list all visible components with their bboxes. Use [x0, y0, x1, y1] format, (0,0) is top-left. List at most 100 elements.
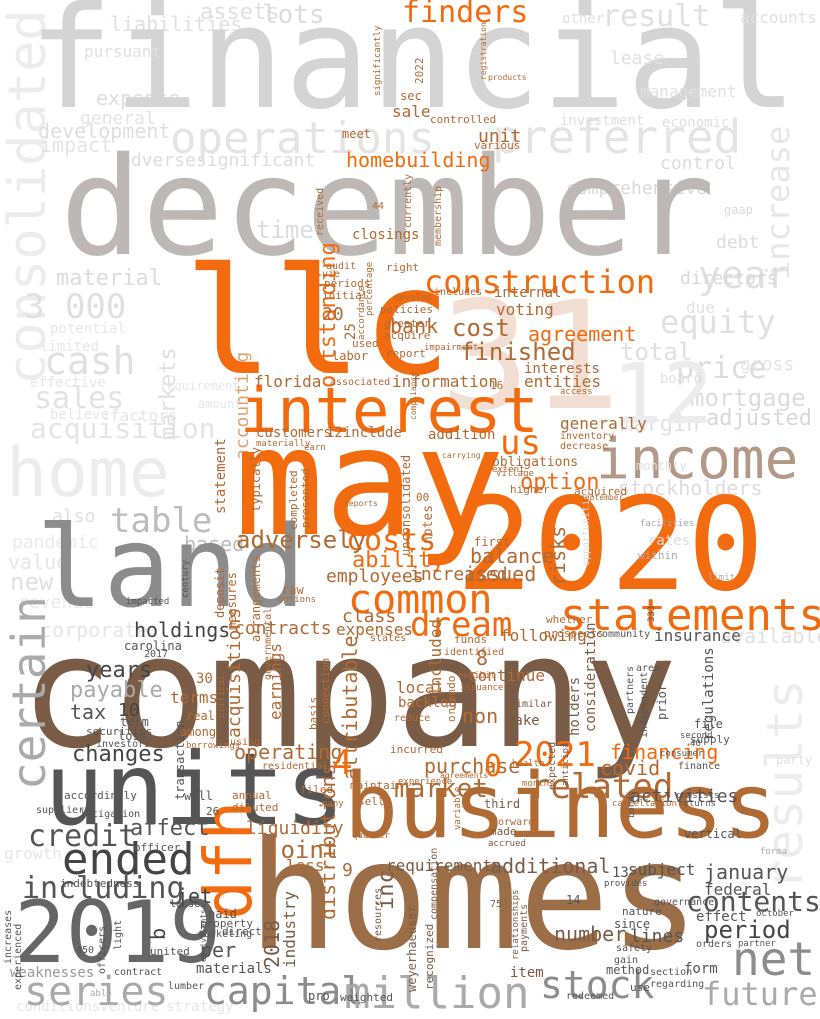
- word-operations: operations: [170, 113, 435, 164]
- word-8: 8: [476, 646, 489, 670]
- word-market: market: [394, 774, 488, 804]
- word-expected: expected: [547, 741, 558, 790]
- word-table: table: [110, 501, 213, 541]
- word-file: file: [694, 717, 723, 731]
- word-finished: finished: [460, 338, 576, 366]
- word-stockholders: stockholders: [618, 476, 763, 500]
- word-cash: cash: [44, 339, 136, 383]
- word-continue: continue: [468, 666, 546, 685]
- word-333: 333: [647, 605, 657, 622]
- word-section: section: [650, 967, 693, 978]
- word-directors: directors: [680, 268, 778, 289]
- word-75: 75: [490, 899, 503, 910]
- word-terms: terms: [170, 688, 219, 707]
- word-forma: forma: [760, 847, 788, 857]
- word-44: 44: [372, 201, 385, 212]
- word-class: class: [342, 606, 397, 627]
- word-forward: forward: [492, 817, 535, 828]
- word-gaap: gaap: [724, 203, 753, 217]
- word-leases: leases: [170, 899, 207, 910]
- word-meet: meet: [342, 127, 371, 141]
- word-based: based: [184, 532, 245, 556]
- word-covid: covid: [600, 756, 661, 780]
- word-dream: dream: [410, 605, 513, 645]
- word-prospects: prospects: [544, 627, 604, 640]
- word-decrease: decrease: [560, 441, 609, 452]
- word-4: 4: [332, 743, 353, 783]
- word-less: less: [286, 856, 325, 875]
- word-higher: higher: [510, 483, 550, 496]
- word-internal: internal: [494, 285, 562, 301]
- word-pursuant: pursuant: [84, 42, 162, 61]
- word-completed: completed: [287, 470, 300, 530]
- word-sale: sale: [392, 102, 431, 121]
- word-statements: statements: [560, 590, 820, 641]
- word-also: also: [52, 506, 96, 527]
- word-new: new: [10, 568, 54, 596]
- word-effective: effective: [30, 375, 106, 391]
- word-million: million: [344, 968, 530, 1019]
- word-payable: payable: [70, 678, 163, 703]
- word-among: among: [180, 725, 217, 739]
- word-believe: believe: [50, 407, 110, 423]
- word-mortgage: mortgage: [690, 384, 806, 412]
- word-strategy: strategy: [166, 999, 234, 1015]
- word-business: business: [344, 754, 778, 859]
- word-indebtedness: indebtedness: [60, 877, 140, 890]
- word-operating: operating: [234, 740, 343, 764]
- word-carolina: carolina: [124, 639, 182, 653]
- word-borrowings: borrowings: [186, 741, 241, 751]
- word-december: december: [60, 129, 716, 287]
- word-additional: additional: [490, 854, 611, 878]
- word-weyerhaeuser: weyerhaeuser: [405, 905, 419, 992]
- word-method: method: [606, 963, 650, 977]
- word-interest: interest: [240, 374, 539, 447]
- word-right: right: [386, 261, 420, 274]
- word-financing: financing: [610, 740, 719, 764]
- word-voting: voting: [496, 300, 554, 319]
- word-stock: stock: [540, 963, 655, 1007]
- word-issuance: issuance: [460, 683, 504, 693]
- word-maintain: maintain: [350, 779, 403, 792]
- word-control: control: [660, 153, 736, 174]
- word-exhibit: exhibit: [458, 671, 496, 681]
- word-increased: increased: [410, 564, 508, 585]
- word-factors: factors: [110, 406, 178, 425]
- word-securities: securities: [86, 725, 153, 738]
- word-13: 13: [612, 865, 629, 881]
- word-united: united: [150, 945, 190, 958]
- word-backlog: backlog: [398, 695, 458, 711]
- word-item: item: [510, 965, 544, 981]
- word-board: board: [660, 371, 703, 387]
- word-unit: unit: [478, 126, 522, 147]
- word-value: value: [8, 550, 69, 574]
- word-significantly: significantly: [373, 25, 383, 96]
- word-other: other: [562, 11, 605, 27]
- word-vie: vie: [322, 269, 341, 280]
- word-term: term: [120, 715, 149, 729]
- word-monthly: monthly: [636, 459, 687, 473]
- word-risks: risks: [546, 525, 570, 586]
- word-30: 30: [196, 671, 213, 687]
- word-months: months: [522, 779, 555, 789]
- word-may: may: [234, 396, 505, 570]
- word-suppliers: suppliers: [36, 805, 91, 816]
- word-ended: ended: [62, 834, 195, 885]
- word-weighted: weighted: [340, 991, 393, 1004]
- word-labor: labor: [332, 349, 369, 363]
- word-incurred: incurred: [390, 743, 443, 756]
- word-company: company: [20, 601, 678, 783]
- word-form: form: [684, 961, 718, 977]
- word-redeemed: redeemed: [566, 991, 615, 1002]
- word-community: community: [596, 629, 651, 640]
- word-10: 10: [118, 700, 140, 721]
- word-obligations: obligations: [492, 455, 579, 470]
- word-lease: lease: [610, 48, 665, 69]
- word-partner: partner: [738, 939, 776, 949]
- word-units: units: [44, 731, 346, 848]
- word-lots: lots: [262, 0, 325, 30]
- word-presented: presented: [299, 468, 312, 528]
- word-resources: resources: [373, 887, 384, 942]
- word-reduce: reduce: [394, 713, 431, 724]
